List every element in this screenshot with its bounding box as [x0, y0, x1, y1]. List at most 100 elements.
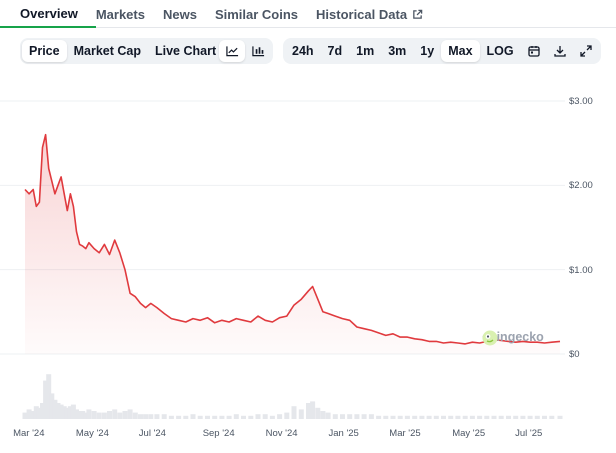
volume-bar — [91, 411, 97, 419]
volume-bar — [112, 409, 118, 419]
volume-bar — [143, 414, 149, 419]
y-tick-label: $2.00 — [569, 180, 593, 191]
volume-bar — [176, 415, 182, 419]
price-chart[interactable]: $3.00 $2.00 $1.00 $0 Mar '24 May '24 Jul '… — [0, 70, 616, 453]
volume-bar — [233, 414, 239, 419]
range-3m-label: 3m — [388, 44, 407, 58]
volume-bar — [43, 380, 49, 419]
tab-historical-data[interactable]: Historical Data — [316, 0, 441, 28]
range-1m-label: 1m — [356, 44, 375, 58]
volume-bar — [291, 406, 297, 419]
log-scale-label: LOG — [486, 44, 514, 58]
candlestick-chart-icon[interactable] — [245, 40, 271, 62]
range-toggle: 24h 7d 1m 3m 1y Max LOG — [283, 38, 601, 64]
volume-bar — [117, 412, 123, 419]
volume-bar — [448, 415, 454, 419]
expand-icon[interactable] — [573, 40, 599, 62]
range-7d-button[interactable]: 7d — [321, 40, 350, 62]
volume-bar — [498, 415, 504, 419]
volume-bar — [52, 399, 58, 419]
x-tick-label: Mar '24 — [13, 428, 45, 439]
volume-bar — [549, 415, 555, 419]
volume-bar — [205, 415, 210, 419]
volume-bar — [404, 415, 410, 419]
tab-similar-coins-label: Similar Coins — [214, 6, 299, 22]
download-icon[interactable] — [547, 40, 573, 62]
volume-bar — [64, 407, 70, 419]
range-24h-label: 24h — [292, 44, 314, 58]
chart-type-toggle — [217, 38, 273, 64]
range-max-button[interactable]: Max — [441, 40, 480, 62]
range-1y-button[interactable]: 1y — [413, 40, 441, 62]
volume-bar — [148, 414, 154, 419]
volume-bar — [168, 415, 174, 419]
tab-overview-label: Overview — [20, 5, 78, 21]
volume-bar — [255, 414, 261, 419]
line-chart-icon[interactable] — [219, 40, 245, 62]
x-tick-label: Nov '24 — [265, 428, 298, 439]
x-tick-label: May '25 — [452, 428, 486, 439]
volume-bar — [412, 415, 418, 419]
volume-bar — [376, 415, 382, 419]
tab-similar-coins[interactable]: Similar Coins — [215, 0, 316, 28]
volume-bar — [484, 415, 490, 419]
volume-bar — [70, 404, 76, 419]
volume-bar — [277, 414, 283, 419]
volume-bar — [36, 407, 42, 419]
x-tick-label: May '24 — [75, 428, 109, 439]
live-chart-label: Live Chart — [154, 44, 217, 58]
tab-markets[interactable]: Markets — [96, 0, 163, 28]
volume-bar — [383, 415, 389, 419]
volume-bar — [419, 415, 425, 419]
coingecko-watermark-text: coingecko — [482, 330, 544, 344]
volume-bar — [506, 415, 511, 419]
volume-bar — [127, 409, 133, 419]
x-tick-label: Jan '25 — [328, 428, 359, 439]
tab-overview[interactable]: Overview — [0, 0, 96, 28]
volume-bar — [534, 415, 540, 419]
coingecko-watermark: coingecko — [482, 330, 544, 346]
tab-news[interactable]: News — [163, 0, 215, 28]
volume-bar — [101, 412, 107, 419]
volume-bar — [390, 415, 396, 419]
volume-bar — [132, 412, 138, 419]
log-scale-button[interactable]: LOG — [480, 40, 521, 62]
market-cap-button[interactable]: Market Cap — [67, 40, 148, 62]
volume-bar — [26, 409, 32, 419]
range-1y-label: 1y — [420, 44, 435, 58]
range-7d-label: 7d — [327, 44, 343, 58]
volume-bar — [477, 415, 483, 419]
x-tick-label: Mar '25 — [389, 428, 421, 439]
range-3m-button[interactable]: 3m — [381, 40, 413, 62]
volume-bar — [284, 412, 290, 419]
volume-bar — [520, 415, 526, 419]
tab-historical-data-label: Historical Data — [316, 6, 408, 22]
volume-bar — [107, 411, 112, 419]
x-tick-label: Sep '24 — [202, 428, 235, 439]
volume-bar — [557, 415, 563, 419]
y-tick-label: $1.00 — [569, 265, 593, 276]
y-tick-label: $0 — [569, 349, 580, 360]
price-button[interactable]: Price — [22, 40, 67, 62]
volume-bar — [122, 411, 128, 419]
volume-bar — [138, 414, 143, 419]
volume-bar — [361, 414, 367, 419]
volume-bar — [527, 415, 533, 419]
market-cap-label: Market Cap — [73, 44, 141, 58]
volume-bar — [491, 415, 497, 419]
price-chart-svg — [0, 100, 565, 419]
range-24h-button[interactable]: 24h — [285, 40, 321, 62]
volume-bar — [197, 415, 203, 419]
range-max-label: Max — [448, 44, 473, 58]
volume-bar — [22, 412, 28, 419]
price-area-fill — [25, 134, 560, 354]
calendar-icon[interactable] — [521, 40, 547, 62]
volume-bar — [77, 411, 83, 419]
range-1m-button[interactable]: 1m — [349, 40, 381, 62]
volume-bar — [542, 415, 547, 419]
volume-bar — [183, 415, 189, 419]
price-line — [24, 133, 561, 345]
volume-bar — [61, 406, 67, 419]
volume-bar — [58, 404, 64, 419]
volume-bar — [262, 414, 268, 419]
